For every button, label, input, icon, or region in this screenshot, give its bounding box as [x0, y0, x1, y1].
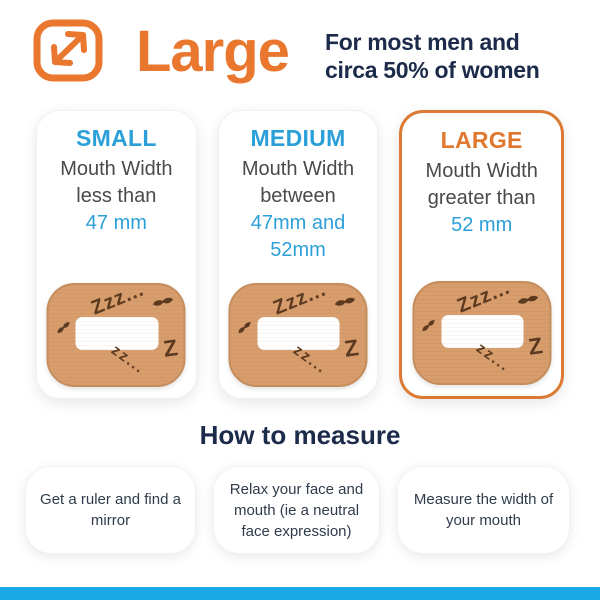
zzz-text: Zzz... — [270, 283, 330, 320]
card-title: SMALL — [75, 125, 157, 151]
card-description: Mouth Width greater than — [402, 158, 561, 212]
tape-mouth-opening — [441, 315, 524, 348]
lips-icon — [334, 297, 355, 306]
zzz-text: Zzz... — [453, 281, 513, 318]
lips-icon — [152, 297, 174, 306]
size-card-large-selected[interactable]: LARGE Mouth Width greater than 52 mm Zzz… — [399, 110, 565, 399]
size-measurement: 52 mm — [402, 212, 561, 239]
measure-step-2: Relax your face and mouth (ie a neutral … — [213, 466, 380, 554]
mouth-tape-image: Zzz... zz... Z — [46, 283, 186, 387]
tagline-line2: circa 50% of women — [325, 57, 540, 83]
lips-icon — [57, 321, 70, 334]
zzz-trail-text: zz... — [108, 341, 149, 378]
z-letter: Z — [161, 334, 179, 362]
card-description: Mouth Width less than — [37, 156, 196, 210]
description-line1: Mouth Width — [60, 158, 173, 180]
lips-icon — [517, 295, 539, 304]
description-line1: Mouth Width — [241, 158, 355, 180]
zzz-text: Zzz... — [88, 283, 148, 320]
measure-steps-row: Get a ruler and find a mirror Relax your… — [25, 466, 580, 554]
mouth-tape-image: Zzz... zz... Z — [412, 281, 552, 385]
measure-step-1: Get a ruler and find a mirror — [25, 466, 196, 554]
measure-step-3: Measure the width of your mouth — [397, 466, 570, 554]
resize-arrows-icon — [33, 18, 103, 83]
description-line2: between — [260, 185, 336, 207]
how-to-measure-title: How to measure — [199, 420, 401, 450]
measurement-line2: 52mm — [270, 239, 326, 261]
tagline-line1: For most men and — [325, 29, 520, 55]
size-card-small[interactable]: SMALL Mouth Width less than 47 mm Zzz...… — [36, 110, 197, 399]
z-letter: Z — [342, 334, 361, 362]
size-cards-row: SMALL Mouth Width less than 47 mm Zzz...… — [36, 110, 565, 399]
zzz-trail-text: zz... — [289, 341, 331, 378]
card-title: MEDIUM — [250, 125, 346, 151]
lips-icon — [238, 321, 252, 334]
lips-icon — [422, 319, 435, 332]
description-line1: Mouth Width — [425, 160, 538, 182]
size-tagline: For most men and circa 50% of women — [325, 28, 575, 84]
z-letter: Z — [526, 332, 545, 360]
zzz-trail-text: zz... — [473, 339, 514, 376]
size-card-medium[interactable]: MEDIUM Mouth Width between 47mm and 52mm… — [217, 110, 379, 399]
card-title: LARGE — [440, 127, 523, 153]
selected-size-title: Large — [136, 19, 290, 84]
measurement-line1: 52 mm — [451, 214, 513, 236]
description-line2: greater than — [427, 187, 536, 209]
measurement-line1: 47mm and — [250, 212, 346, 234]
size-measurement: 47mm and 52mm — [219, 210, 378, 264]
tape-mouth-opening — [257, 317, 340, 350]
description-line2: less than — [76, 185, 157, 207]
measurement-line1: 47 mm — [85, 212, 147, 234]
tape-mouth-opening — [75, 317, 159, 350]
size-measurement: 47 mm — [37, 210, 196, 237]
mouth-tape-image: Zzz... zz... Z — [228, 283, 368, 387]
card-description: Mouth Width between — [219, 156, 378, 210]
bottom-accent-bar — [0, 587, 600, 600]
